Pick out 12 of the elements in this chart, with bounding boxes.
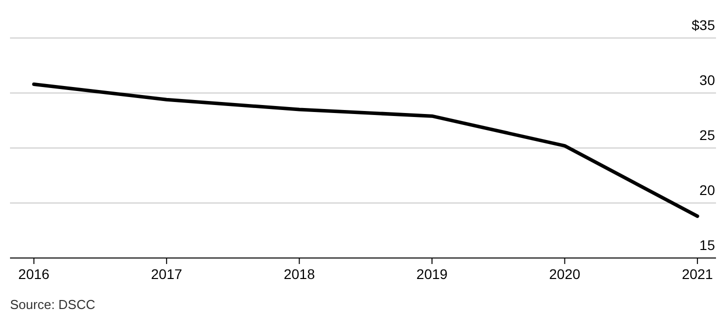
x-tick-label: 2017 (151, 266, 182, 282)
y-tick-label: 25 (699, 127, 716, 143)
x-tick-label: 2016 (18, 266, 50, 282)
source-note: Source: DSCC (10, 297, 96, 312)
y-tick-label: 30 (699, 72, 716, 88)
y-tick-label: 15 (699, 237, 716, 253)
x-tick-label: 2021 (682, 266, 714, 282)
x-tick-label: 2019 (416, 266, 448, 282)
x-tick-label: 2018 (284, 266, 316, 282)
x-tick-label: 2020 (549, 266, 580, 282)
y-tick-label: 20 (699, 182, 716, 198)
y-tick-label: $35 (692, 17, 716, 33)
